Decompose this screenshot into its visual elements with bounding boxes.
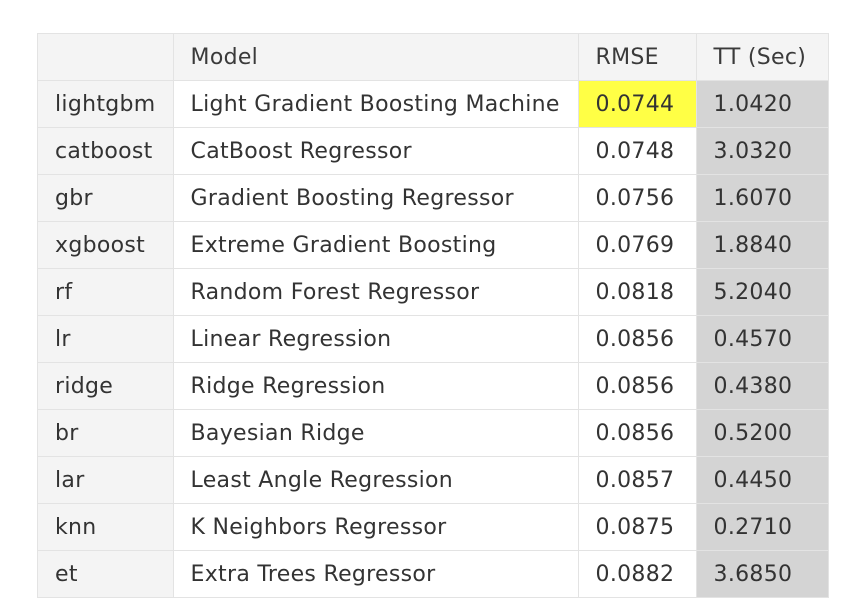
rmse-cell: 0.0769 — [577, 221, 697, 269]
row-id-cell: gbr — [37, 174, 174, 222]
tt-sec-cell: 0.4570 — [695, 315, 829, 363]
rmse-cell: 0.0856 — [577, 409, 697, 457]
row-id-cell: knn — [37, 503, 174, 551]
row-id-cell: xgboost — [37, 221, 174, 269]
model-comparison-table: Model RMSE TT (Sec) lightgbm Light Gradie… — [37, 33, 829, 598]
model-name-cell: CatBoost Regressor — [172, 127, 579, 175]
header-rmse: RMSE — [577, 33, 697, 81]
model-name-cell: Least Angle Regression — [172, 456, 579, 504]
header-index — [37, 33, 174, 81]
model-name-cell: Random Forest Regressor — [172, 268, 579, 316]
tt-sec-cell: 0.5200 — [695, 409, 829, 457]
row-id-cell: lar — [37, 456, 174, 504]
rmse-cell: 0.0875 — [577, 503, 697, 551]
rmse-cell: 0.0882 — [577, 550, 697, 598]
tt-sec-cell: 1.8840 — [695, 221, 829, 269]
model-name-cell: Ridge Regression — [172, 362, 579, 410]
table-row: lar Least Angle Regression 0.0857 0.4450 — [37, 456, 829, 504]
table-header: Model RMSE TT (Sec) — [37, 33, 829, 81]
tt-sec-cell: 0.4380 — [695, 362, 829, 410]
tt-sec-cell: 3.0320 — [695, 127, 829, 175]
tt-sec-cell: 0.2710 — [695, 503, 829, 551]
table-body: lightgbm Light Gradient Boosting Machine 0… — [37, 80, 829, 598]
rmse-cell: 0.0744 — [577, 80, 697, 128]
header-model: Model — [172, 33, 579, 81]
model-comparison-table-container: Model RMSE TT (Sec) lightgbm Light Gradie… — [37, 33, 829, 598]
table-row: rf Random Forest Regressor 0.0818 5.2040 — [37, 268, 829, 316]
model-name-cell: Extreme Gradient Boosting — [172, 221, 579, 269]
row-id-cell: br — [37, 409, 174, 457]
rmse-cell: 0.0818 — [577, 268, 697, 316]
tt-sec-cell: 0.4450 — [695, 456, 829, 504]
tt-sec-cell: 1.0420 — [695, 80, 829, 128]
row-id-cell: catboost — [37, 127, 174, 175]
row-id-cell: lr — [37, 315, 174, 363]
rmse-cell: 0.0756 — [577, 174, 697, 222]
rmse-cell: 0.0748 — [577, 127, 697, 175]
rmse-cell: 0.0857 — [577, 456, 697, 504]
model-name-cell: Bayesian Ridge — [172, 409, 579, 457]
header-tt-sec: TT (Sec) — [695, 33, 829, 81]
table-row: et Extra Trees Regressor 0.0882 3.6850 — [37, 550, 829, 598]
table-row: lr Linear Regression 0.0856 0.4570 — [37, 315, 829, 363]
tt-sec-cell: 3.6850 — [695, 550, 829, 598]
rmse-cell: 0.0856 — [577, 315, 697, 363]
table-row: gbr Gradient Boosting Regressor 0.0756 1.60… — [37, 174, 829, 222]
row-id-cell: ridge — [37, 362, 174, 410]
model-name-cell: K Neighbors Regressor — [172, 503, 579, 551]
row-id-cell: lightgbm — [37, 80, 174, 128]
table-row: br Bayesian Ridge 0.0856 0.5200 — [37, 409, 829, 457]
row-id-cell: et — [37, 550, 174, 598]
model-name-cell: Light Gradient Boosting Machine — [172, 80, 579, 128]
tt-sec-cell: 1.6070 — [695, 174, 829, 222]
tt-sec-cell: 5.2040 — [695, 268, 829, 316]
model-name-cell: Extra Trees Regressor — [172, 550, 579, 598]
table-row: xgboost Extreme Gradient Boosting 0.0769 1.… — [37, 221, 829, 269]
table-row: catboost CatBoost Regressor 0.0748 3.0320 — [37, 127, 829, 175]
header-row: Model RMSE TT (Sec) — [37, 33, 829, 81]
model-name-cell: Gradient Boosting Regressor — [172, 174, 579, 222]
table-row: ridge Ridge Regression 0.0856 0.4380 — [37, 362, 829, 410]
rmse-cell: 0.0856 — [577, 362, 697, 410]
model-name-cell: Linear Regression — [172, 315, 579, 363]
table-row: knn K Neighbors Regressor 0.0875 0.2710 — [37, 503, 829, 551]
table-row: lightgbm Light Gradient Boosting Machine 0… — [37, 80, 829, 128]
row-id-cell: rf — [37, 268, 174, 316]
